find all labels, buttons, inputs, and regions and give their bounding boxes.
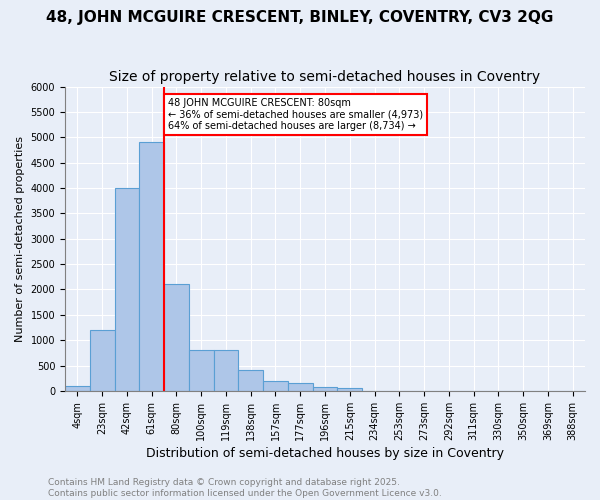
Text: Contains HM Land Registry data © Crown copyright and database right 2025.
Contai: Contains HM Land Registry data © Crown c… bbox=[48, 478, 442, 498]
Bar bbox=[288, 384, 313, 391]
Bar bbox=[337, 388, 362, 391]
Bar bbox=[164, 284, 189, 391]
Bar bbox=[238, 370, 263, 391]
Bar bbox=[115, 188, 139, 391]
Title: Size of property relative to semi-detached houses in Coventry: Size of property relative to semi-detach… bbox=[109, 70, 541, 84]
Bar bbox=[263, 381, 288, 391]
X-axis label: Distribution of semi-detached houses by size in Coventry: Distribution of semi-detached houses by … bbox=[146, 447, 504, 460]
Y-axis label: Number of semi-detached properties: Number of semi-detached properties bbox=[15, 136, 25, 342]
Bar bbox=[139, 142, 164, 391]
Bar bbox=[90, 330, 115, 391]
Bar bbox=[313, 387, 337, 391]
Bar bbox=[65, 386, 90, 391]
Bar bbox=[214, 350, 238, 391]
Bar bbox=[189, 350, 214, 391]
Text: 48 JOHN MCGUIRE CRESCENT: 80sqm
← 36% of semi-detached houses are smaller (4,973: 48 JOHN MCGUIRE CRESCENT: 80sqm ← 36% of… bbox=[168, 98, 423, 131]
Text: 48, JOHN MCGUIRE CRESCENT, BINLEY, COVENTRY, CV3 2QG: 48, JOHN MCGUIRE CRESCENT, BINLEY, COVEN… bbox=[46, 10, 554, 25]
